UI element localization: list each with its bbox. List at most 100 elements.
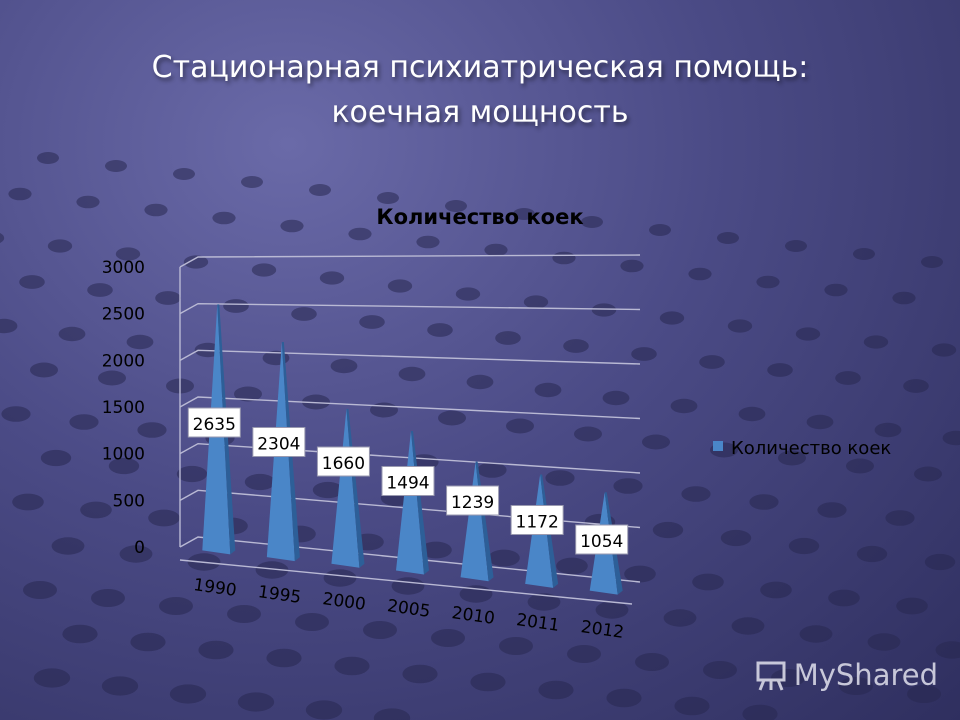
x-tick-label: 1995 (257, 582, 303, 608)
x-tick-label: 2000 (321, 589, 367, 615)
x-axis-line (179, 559, 633, 605)
background-dot (624, 565, 656, 583)
gridline (179, 396, 641, 420)
data-label: 2304 (257, 435, 300, 455)
background-dot (545, 470, 575, 486)
background-dot (499, 637, 533, 655)
background-dot (40, 449, 72, 467)
background-dot (330, 358, 358, 374)
background-dot (914, 466, 942, 482)
background-dot (663, 609, 697, 627)
background-dot (427, 323, 453, 337)
background-dot (538, 680, 574, 700)
background-dot (159, 597, 193, 615)
watermark-text: MyShared (793, 658, 938, 692)
background-dot (237, 692, 275, 712)
data-label: 2635 (193, 415, 236, 435)
background-dot (828, 589, 860, 607)
background-dot (69, 414, 99, 430)
background-dot (835, 371, 861, 385)
background-dot (631, 347, 657, 361)
background-dot (935, 641, 960, 659)
background-dot (466, 374, 494, 390)
background-dot (87, 283, 113, 297)
y-tick-label: 1500 (102, 398, 145, 418)
background-dot (319, 271, 345, 285)
data-label-box (575, 524, 629, 555)
data-label-box (252, 427, 306, 457)
background-dot (137, 422, 167, 438)
background-dot (924, 553, 956, 571)
background-dot (445, 200, 467, 212)
bar-2005 (396, 431, 424, 575)
background-dot (717, 232, 739, 244)
background-dot (896, 597, 928, 615)
background-dot (785, 240, 807, 252)
bar-2000 (331, 408, 360, 568)
background-dot (98, 370, 126, 386)
background-dot (778, 450, 806, 466)
background-dot (756, 275, 780, 289)
background-dot (488, 549, 520, 567)
background-dot (853, 248, 875, 260)
background-dot (527, 593, 561, 611)
background-dot (942, 430, 960, 446)
background-dot (183, 255, 209, 269)
background-dot (266, 648, 302, 668)
background-dot (602, 390, 630, 406)
background-dot (699, 355, 725, 369)
background-dot (681, 486, 711, 502)
background-dot (47, 239, 73, 253)
background-dot (212, 211, 236, 225)
background-dot (234, 386, 262, 402)
background-dot (921, 256, 943, 268)
background-dot (58, 326, 86, 342)
background-dot (856, 545, 888, 563)
background-dot (620, 259, 644, 273)
background-dot (567, 645, 601, 663)
background-dot (101, 676, 139, 696)
background-dot (703, 661, 737, 679)
background-dot (19, 275, 45, 289)
background-dot (581, 216, 603, 228)
legend-swatch (713, 441, 723, 451)
background-dot (931, 343, 957, 357)
background-dot (556, 557, 588, 575)
background-dot (0, 233, 5, 243)
background-dot (30, 362, 58, 378)
background-dot (885, 510, 915, 526)
background-dot (1, 406, 31, 422)
background-dot (12, 493, 44, 511)
background-dot (795, 327, 821, 341)
background-dot (255, 561, 289, 579)
background-dot (720, 529, 752, 547)
background-dot (130, 632, 166, 652)
background-dot (302, 394, 330, 410)
background-dot (688, 267, 712, 281)
x-tick-label: 2010 (450, 603, 496, 629)
gridline (179, 254, 641, 268)
background-dot (37, 152, 59, 164)
background-dot (846, 458, 874, 474)
background-dot (241, 176, 263, 188)
background-dot (334, 656, 370, 676)
background-dot (477, 462, 507, 478)
bar-2010 (460, 461, 489, 582)
background-dot (799, 625, 833, 643)
data-label-box (381, 466, 435, 496)
background-dot (874, 422, 902, 438)
watermark: MyShared (754, 658, 938, 692)
background-dot (398, 366, 426, 382)
y-tick-label: 2500 (102, 305, 145, 325)
background-dot (659, 311, 685, 325)
background-dot (176, 465, 208, 483)
background-dot (155, 291, 181, 305)
background-dot (674, 696, 710, 716)
background-dot (506, 418, 534, 434)
background-dot (749, 494, 779, 510)
background-dot (892, 291, 916, 305)
y-tick-label: 500 (113, 491, 145, 511)
background-dot (148, 509, 180, 527)
y-axis-ticks: 0 500 1000 1500 2000 2500 3000 (102, 258, 145, 558)
x-tick-label: 2005 (386, 596, 432, 622)
